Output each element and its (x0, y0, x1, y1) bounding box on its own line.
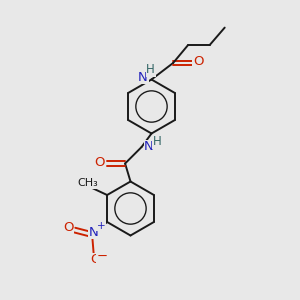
Text: O: O (90, 253, 101, 266)
Text: O: O (95, 155, 105, 169)
Text: N: N (138, 70, 148, 84)
Text: +: + (97, 220, 105, 231)
Text: CH₃: CH₃ (77, 178, 98, 188)
Text: −: − (97, 250, 108, 263)
Text: N: N (89, 226, 98, 239)
Text: H: H (153, 135, 162, 148)
Text: H: H (146, 63, 155, 76)
Text: O: O (193, 55, 203, 68)
Text: O: O (63, 221, 74, 234)
Text: N: N (144, 140, 154, 154)
